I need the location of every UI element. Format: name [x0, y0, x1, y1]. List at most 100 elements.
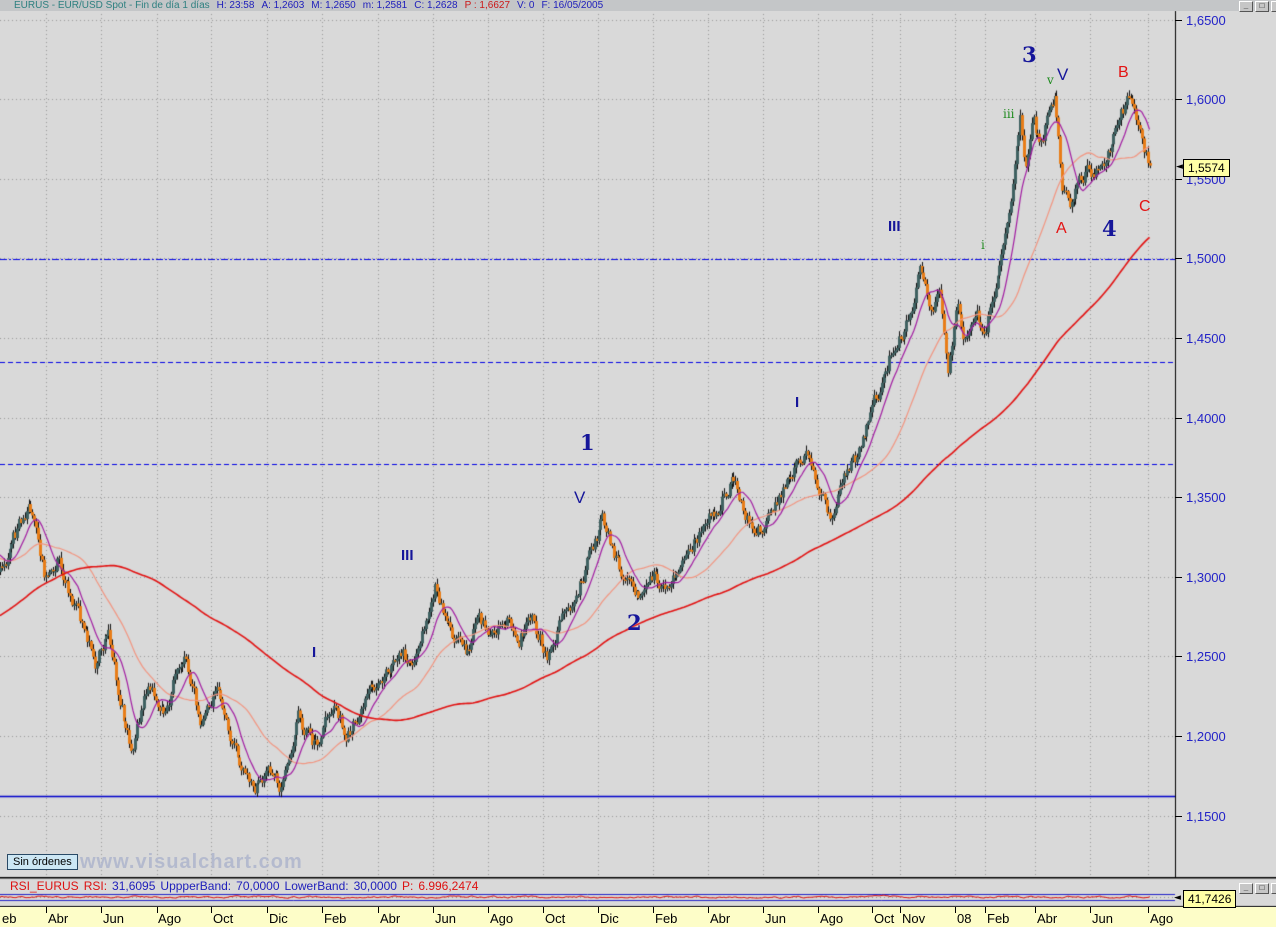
time-axis-label: Jun [435, 911, 456, 926]
time-axis-tick [1035, 907, 1036, 913]
wave-label-1: 1 [580, 430, 595, 455]
price-axis-label: 1,6500 [1186, 13, 1226, 28]
price-axis-label: 1,6000 [1186, 92, 1226, 107]
wave-label-v: v [1047, 73, 1054, 87]
price-axis-tick [1175, 656, 1182, 657]
orders-status-button[interactable]: Sin órdenes [7, 854, 78, 870]
price-axis-label: 1,3000 [1186, 570, 1226, 585]
time-axis-tick [818, 907, 819, 913]
rsi-header-segment: P: [401, 879, 414, 893]
titlebar-segment: m: 1,2581 [362, 0, 408, 11]
wave-label-B: B [1118, 64, 1129, 81]
time-axis-tick [101, 907, 102, 913]
titlebar-segment: M: 1,2650 [311, 0, 356, 11]
window-controls: _ □ × [1239, 1, 1276, 12]
time-axis-label: Dic [600, 911, 619, 926]
wave-label-iii: iii [1003, 107, 1015, 121]
time-axis-tick [378, 907, 379, 913]
time-axis-tick [46, 907, 47, 913]
time-axis-label: Dic [269, 911, 288, 926]
wave-label-A: A [1056, 220, 1067, 237]
minimize-button[interactable]: _ [1239, 1, 1253, 12]
price-axis-tick [1175, 577, 1182, 578]
time-axis-tick [708, 907, 709, 913]
rsi-header-segment: RSI: [83, 879, 108, 893]
watermark: www.visualchart.com [80, 851, 303, 873]
wave-label-i: i [981, 238, 985, 252]
time-axis-tick [1148, 907, 1149, 913]
wave-label-I: I [312, 644, 317, 661]
rsi-window-controls: _ □ × [1239, 883, 1276, 894]
titlebar-segment: P : 1,6627 [464, 0, 511, 11]
price-marker-arrow-icon: ◄ [1176, 162, 1183, 172]
time-axis-tick [955, 907, 956, 913]
titlebar-segment: EURUS - EUR/USD Spot - Fin de día 1 días [14, 0, 210, 11]
titlebar-segment: H: 23:58 [216, 0, 255, 11]
rsi-header-segment: LowerBand: [284, 879, 349, 893]
price-axis-label: 1,4000 [1186, 411, 1226, 426]
price-axis-label: 1,1500 [1186, 809, 1226, 824]
time-axis-tick [488, 907, 489, 913]
price-axis-label: 1,2500 [1186, 649, 1226, 664]
time-axis-label: Jun [1092, 911, 1113, 926]
time-axis-label: Feb [987, 911, 1010, 926]
price-axis-label: 1,5000 [1186, 251, 1226, 266]
time-axis-tick [211, 907, 212, 913]
time-axis-label: Feb [324, 911, 347, 926]
time-axis-tick [433, 907, 434, 913]
rsi-header-segment: 70,0000 [236, 879, 280, 893]
wave-label-V: V [1057, 65, 1069, 84]
time-axis-tick [653, 907, 654, 913]
rsi-close-button[interactable]: × [1271, 883, 1276, 894]
price-axis-tick [1175, 179, 1182, 180]
time-axis-tick [267, 907, 268, 913]
price-axis-tick [1175, 418, 1182, 419]
rsi-header-segment: RSI_EURUS [10, 879, 79, 893]
rsi-header-segment: 6.996,2474 [418, 879, 479, 893]
price-axis-label: 1,3500 [1186, 490, 1226, 505]
price-axis-tick [1175, 338, 1182, 339]
time-axis-label: Oct [213, 911, 234, 926]
time-axis-tick [598, 907, 599, 913]
price-axis-tick [1175, 816, 1182, 817]
rsi-header-segment: UppperBand: [160, 879, 232, 893]
wave-label-2: 2 [627, 610, 642, 635]
rsi-minimize-button[interactable]: _ [1239, 883, 1253, 894]
time-axis-label: 08 [957, 911, 972, 926]
time-axis-label: Ago [1150, 911, 1174, 926]
time-axis-label: Jun [103, 911, 124, 926]
time-axis-tick [1090, 907, 1091, 913]
titlebar-segment: C: 1,2628 [414, 0, 458, 11]
titlebar: EURUS - EUR/USD Spot - Fin de día 1 días… [0, 0, 1276, 11]
time-axis-tick [872, 907, 873, 913]
wave-label-III: III [401, 547, 414, 564]
wave-label-4: 4 [1102, 216, 1117, 241]
rsi-indicator-header: RSI_EURUS RSI: 31,6095 UppperBand: 70,0000 Lo… [10, 879, 483, 893]
price-axis-tick [1175, 497, 1182, 498]
time-axis-tick [985, 907, 986, 913]
time-axis-tick [322, 907, 323, 913]
rsi-value-box: 41,7426 [1183, 890, 1237, 908]
price-axis-tick [1175, 99, 1182, 100]
time-axis-label: Abr [1037, 911, 1058, 926]
close-button[interactable]: × [1271, 1, 1276, 12]
price-axis-tick [1175, 20, 1182, 21]
time-axis-label: Oct [874, 911, 895, 926]
rsi-marker-arrow-icon: ◄ [1174, 893, 1181, 903]
rsi-maximize-button[interactable]: □ [1255, 883, 1269, 894]
price-axis-label: 1,4500 [1186, 331, 1226, 346]
price-axis-tick [1175, 736, 1182, 737]
time-axis-label: Ago [820, 911, 844, 926]
time-axis: eb Abr Jun Ago Oct Dic Feb Abr Jun Ago Oct Dic Feb Ab… [0, 907, 1276, 927]
wave-label-III: III [888, 218, 901, 235]
time-axis-label: Ago [490, 911, 514, 926]
time-axis-tick [900, 907, 901, 913]
titlebar-segment: A: 1,2603 [261, 0, 305, 11]
titlebar-segment: V: 0 [517, 0, 535, 11]
time-axis-label: Nov [902, 911, 926, 926]
maximize-button[interactable]: □ [1255, 1, 1269, 12]
rsi-header-segment: 31,6095 [112, 879, 156, 893]
time-axis-label: Jun [765, 911, 786, 926]
